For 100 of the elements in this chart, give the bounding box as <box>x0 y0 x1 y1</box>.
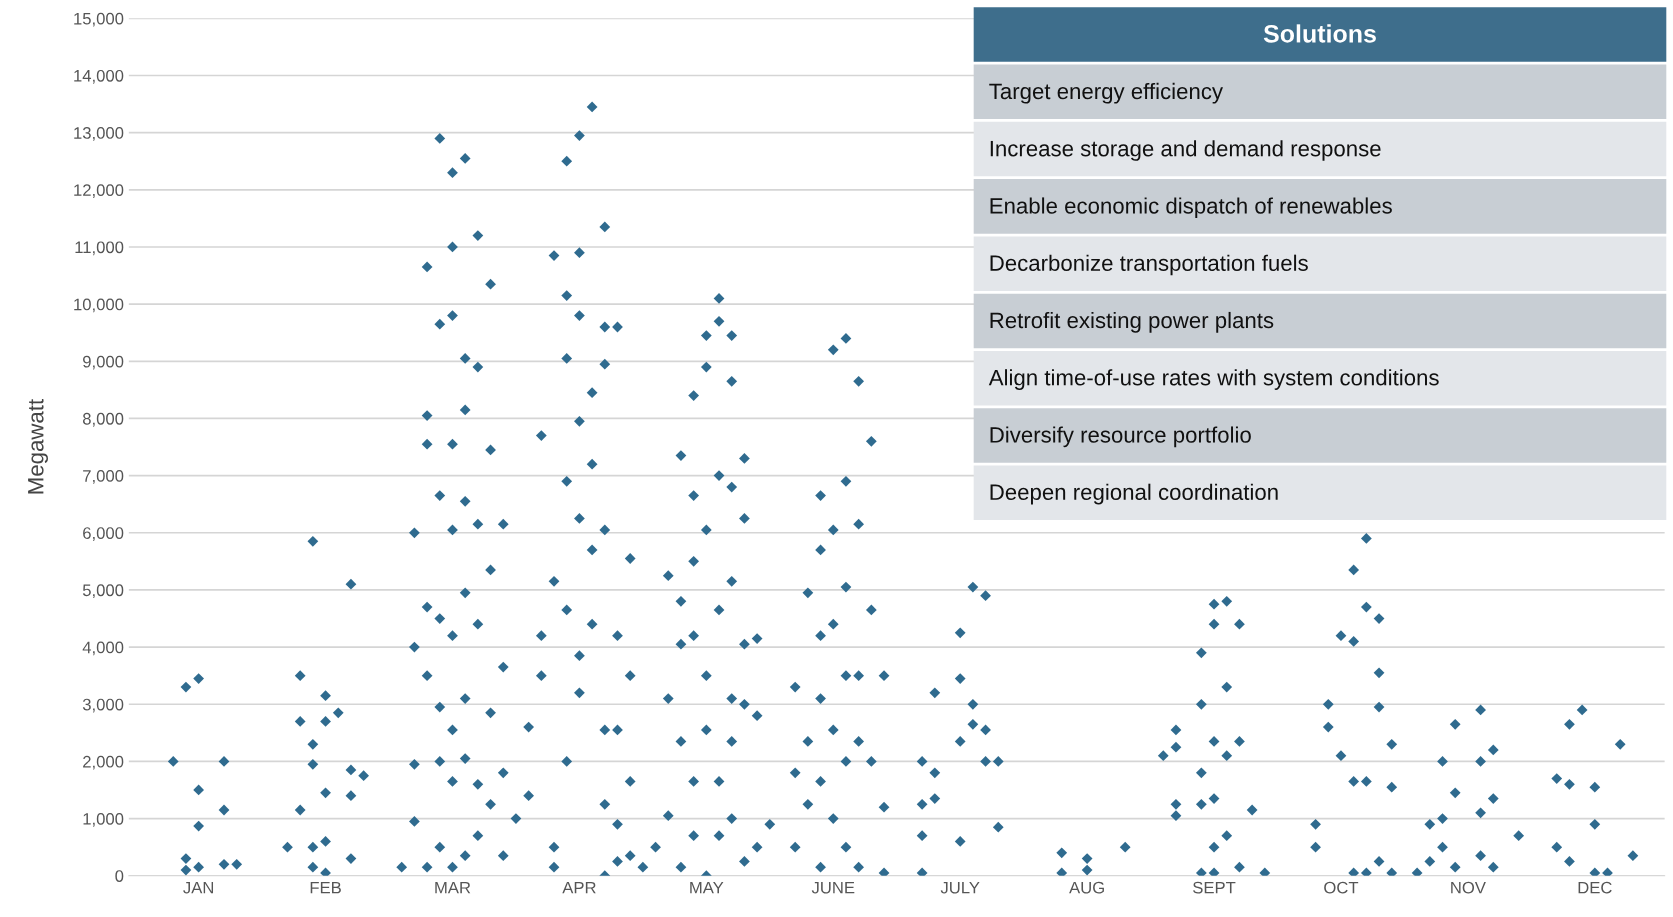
point <box>472 518 484 530</box>
point <box>1208 841 1220 853</box>
point <box>345 790 357 802</box>
point <box>421 601 433 613</box>
point <box>485 707 496 719</box>
point <box>535 430 547 441</box>
y-tick-label: 12,000 <box>74 184 124 198</box>
y-tick-label: 0 <box>115 870 124 882</box>
point <box>409 641 420 653</box>
x-tick-label: APR <box>562 881 596 894</box>
annotation: Enable economic dispatch of renewables <box>990 197 1392 219</box>
y-tick-label: 3,000 <box>82 698 124 713</box>
point <box>345 578 357 590</box>
point <box>726 575 738 587</box>
x-tick-label: JAN <box>183 881 214 894</box>
point <box>599 798 611 810</box>
x-tick-label: JUNE <box>811 881 855 894</box>
point <box>548 841 560 853</box>
annotation: Align time-of-use rates with system conditions <box>988 369 1439 390</box>
point <box>586 544 598 556</box>
point <box>447 776 458 787</box>
point <box>751 841 763 853</box>
point <box>916 830 928 842</box>
point <box>739 638 750 650</box>
point <box>853 861 865 873</box>
y-tick-label: 8,000 <box>82 412 124 427</box>
y-tick-label: 7,000 <box>83 470 124 484</box>
point <box>815 776 826 787</box>
point <box>497 850 509 862</box>
point <box>193 784 205 796</box>
y-axis-title: Megawatt <box>28 399 48 494</box>
point <box>459 495 471 507</box>
x-tick-label: MAY <box>690 881 724 894</box>
point <box>878 867 890 876</box>
point <box>840 756 852 767</box>
point <box>662 693 674 704</box>
point <box>320 787 331 799</box>
point <box>1170 810 1182 822</box>
point <box>586 458 598 470</box>
point <box>853 736 865 747</box>
point <box>815 861 826 873</box>
point <box>954 736 966 747</box>
y-tick-label: 14,000 <box>74 69 124 84</box>
point <box>447 630 458 642</box>
annotation: Solutions <box>1263 24 1376 43</box>
y-tick-label: 1,000 <box>83 812 124 827</box>
point <box>561 756 573 767</box>
point <box>434 701 446 713</box>
point <box>574 650 585 662</box>
point <box>802 798 814 810</box>
point <box>320 867 331 876</box>
point <box>1348 776 1360 787</box>
point <box>853 670 865 682</box>
point <box>1475 807 1486 819</box>
point <box>713 830 725 842</box>
point <box>865 756 877 767</box>
point <box>574 687 585 699</box>
point <box>1195 767 1207 779</box>
point <box>1449 861 1461 873</box>
point <box>193 820 205 832</box>
point <box>726 736 738 747</box>
point <box>1221 750 1233 762</box>
y-tick-label: 11,000 <box>75 241 124 256</box>
y-tick-label: 4,000 <box>82 641 124 656</box>
point <box>954 836 966 847</box>
point <box>1234 861 1245 873</box>
x-tick-label: FEB <box>310 881 341 894</box>
point <box>561 604 573 616</box>
y-tick-label: 13,000 <box>74 127 124 141</box>
point <box>307 841 319 853</box>
point <box>739 856 750 867</box>
point <box>472 830 484 842</box>
annotation: Deepen regional coordination <box>990 483 1278 505</box>
point <box>434 613 446 624</box>
point <box>815 630 826 642</box>
point <box>447 310 458 321</box>
point <box>675 861 687 873</box>
point <box>1386 867 1398 876</box>
point <box>739 698 750 710</box>
point <box>840 670 852 682</box>
point <box>497 518 509 530</box>
point <box>1360 867 1372 876</box>
point <box>294 804 306 816</box>
point <box>688 776 700 787</box>
point <box>459 404 471 416</box>
y-tick-label: 9,000 <box>83 355 124 370</box>
point <box>840 841 852 853</box>
point <box>1208 867 1220 876</box>
point <box>561 475 573 487</box>
point <box>421 438 433 450</box>
point <box>472 618 484 630</box>
point <box>599 358 611 370</box>
point <box>929 793 941 804</box>
point <box>574 415 585 427</box>
point <box>548 861 560 873</box>
point <box>459 693 471 704</box>
y-tick-label: 2,000 <box>83 755 124 770</box>
point <box>827 813 839 824</box>
point <box>1475 850 1486 862</box>
point <box>980 590 991 602</box>
